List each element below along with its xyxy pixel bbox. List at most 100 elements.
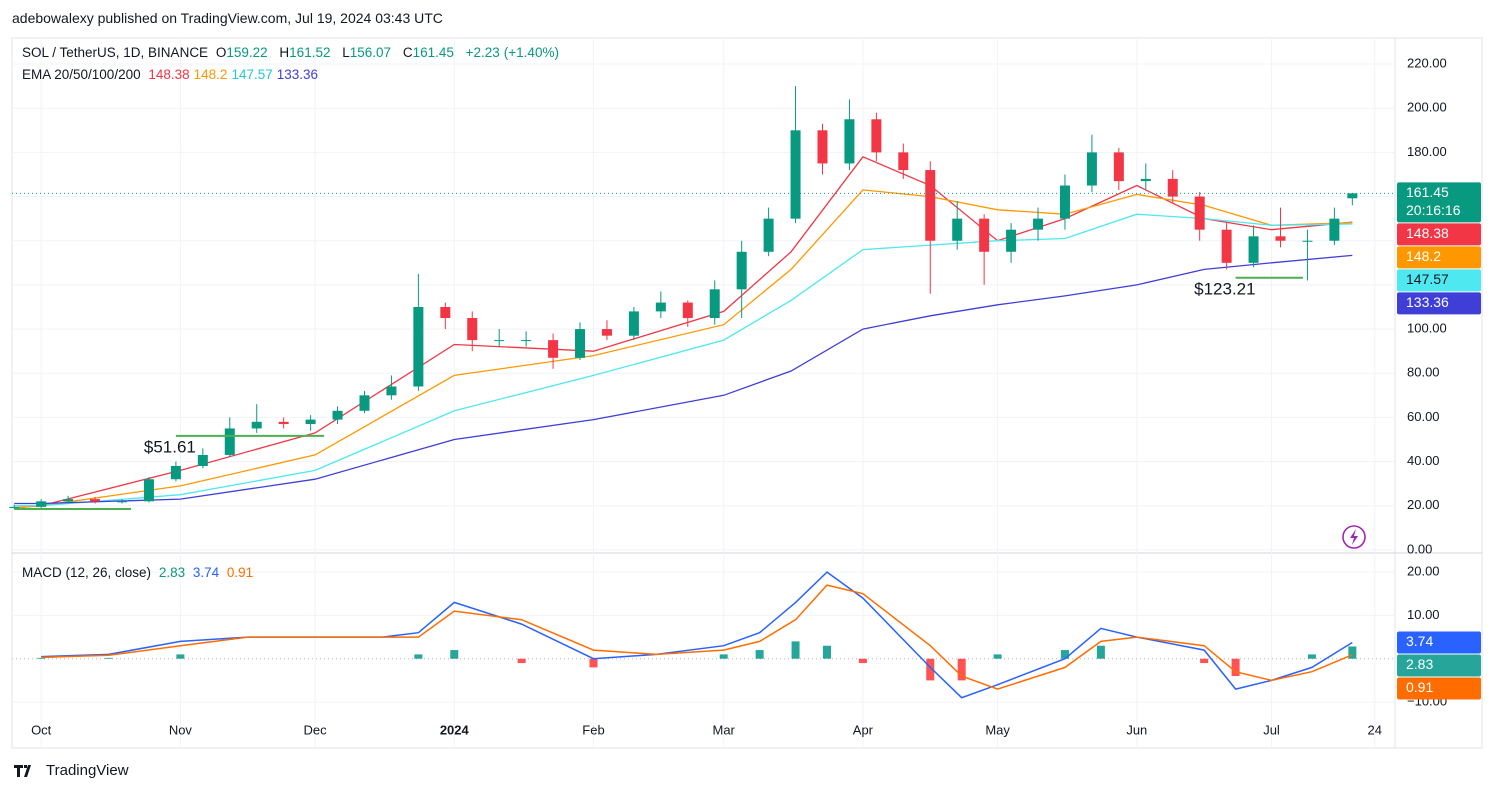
candle-body — [655, 302, 666, 312]
candle-body — [278, 421, 289, 425]
candle-body — [601, 329, 612, 336]
price-label: 20:16:16 — [1406, 202, 1461, 218]
macd-value: 3.74 — [192, 565, 220, 580]
x-tick-label: Mar — [713, 722, 736, 737]
x-tick-label: 2024 — [440, 722, 470, 737]
ohlc-label: C — [402, 45, 413, 60]
signal-line — [41, 584, 1353, 690]
change-pct: (+1.40%) — [503, 45, 559, 60]
histogram-bar — [1231, 658, 1240, 677]
y-tick-label: 0.00 — [1407, 541, 1432, 556]
brand: TradingView — [46, 762, 129, 779]
y-tick-label: 220.00 — [1407, 55, 1447, 70]
candle-body — [1167, 178, 1178, 197]
ema-line — [14, 254, 1353, 505]
price-label-box — [1397, 269, 1481, 292]
candle-body — [1113, 152, 1124, 182]
x-tick-label: Apr — [853, 722, 874, 737]
candle-body — [1329, 218, 1340, 241]
price-label: 148.2 — [1406, 248, 1441, 264]
candle-body — [63, 499, 74, 502]
histogram-bar — [37, 657, 46, 659]
ema-value: 148.38 — [148, 67, 190, 82]
candle-body — [1086, 152, 1097, 186]
x-tick-label: Oct — [31, 722, 52, 737]
macd-legend: MACD (12, 26, close) 2.83 3.74 0.91 — [22, 565, 257, 580]
candle-body — [709, 289, 720, 319]
candle-body — [952, 218, 963, 241]
ohlc-label: H — [279, 45, 290, 60]
x-tick-label: 24 — [1368, 722, 1382, 737]
candle-body — [170, 465, 181, 480]
candle-body — [790, 130, 801, 219]
candle-body — [817, 130, 828, 164]
candle-body — [143, 479, 154, 502]
x-tick-label: Nov — [169, 722, 193, 737]
candle-body — [224, 428, 235, 455]
candle-body — [117, 501, 128, 503]
price-label: 2.83 — [1406, 656, 1433, 672]
y-tick-label: 60.00 — [1407, 409, 1440, 424]
price-legend: SOL / TetherUS, 1D, BINANCE O159.22 H161… — [22, 45, 567, 60]
price-label-box — [1397, 246, 1481, 269]
lightning-icon[interactable] — [1342, 525, 1366, 549]
price-label: 161.45 — [1406, 184, 1449, 200]
footer: TradingView — [14, 762, 129, 779]
histogram-bar — [589, 658, 598, 668]
ohlc-value: 161.45 — [412, 45, 454, 60]
frame — [11, 37, 1483, 749]
candle-body — [871, 119, 882, 153]
candle-body — [1006, 229, 1017, 252]
candle-body — [925, 170, 936, 241]
y-tick-label: 100.00 — [1407, 321, 1447, 336]
histogram-bar — [755, 650, 764, 659]
annotation: $123.21 — [1194, 279, 1255, 298]
ema-line — [14, 189, 1353, 509]
brand-logo — [14, 764, 31, 777]
x-tick-label: Dec — [304, 722, 328, 737]
histogram-bar — [176, 654, 185, 659]
candle-body — [36, 501, 47, 507]
macd-title: MACD (12, 26, close) — [22, 565, 152, 580]
change: +2.23 — [465, 45, 500, 60]
candle-body — [1248, 236, 1259, 263]
x-tick-label: May — [985, 722, 1010, 737]
histogram-bar — [993, 654, 1002, 659]
histogram-bar — [1307, 654, 1316, 659]
candle-body — [898, 152, 909, 171]
candle-body — [251, 421, 262, 429]
candle-body — [1033, 218, 1044, 230]
price-label-box — [1397, 631, 1481, 654]
histogram-bar — [926, 658, 935, 681]
candle-body — [1140, 178, 1151, 182]
candle-body — [467, 318, 478, 341]
histogram-bar — [957, 658, 966, 681]
histogram-bar — [450, 650, 459, 659]
histogram-bar — [414, 654, 423, 659]
y-tick-label: 40.00 — [1407, 453, 1440, 468]
y-tick-label: 200.00 — [1407, 100, 1447, 115]
candle-body — [1275, 236, 1286, 241]
labels: 0.0020.0040.0060.0080.00100.00120.00140.… — [31, 55, 1481, 737]
y-tick-label: 20.00 — [1407, 497, 1440, 512]
candle-body — [628, 311, 639, 336]
candle-body — [548, 340, 559, 358]
histogram-bar — [517, 658, 526, 664]
candle-body — [979, 218, 990, 252]
price-label-box — [1397, 677, 1481, 700]
price-label-box — [1397, 654, 1481, 677]
candle-body — [682, 302, 693, 319]
candle-body — [494, 340, 505, 342]
macd-line — [41, 571, 1353, 699]
histogram-bar — [1348, 646, 1357, 659]
price-label: 148.38 — [1406, 225, 1449, 241]
histogram-bar — [1200, 658, 1209, 664]
histogram-bar — [1060, 650, 1069, 659]
candle-body — [1059, 185, 1070, 219]
ohlc-value: 161.52 — [289, 45, 331, 60]
candle-body — [359, 395, 370, 411]
candle-body — [1302, 240, 1313, 242]
histogram-bar — [719, 654, 728, 659]
